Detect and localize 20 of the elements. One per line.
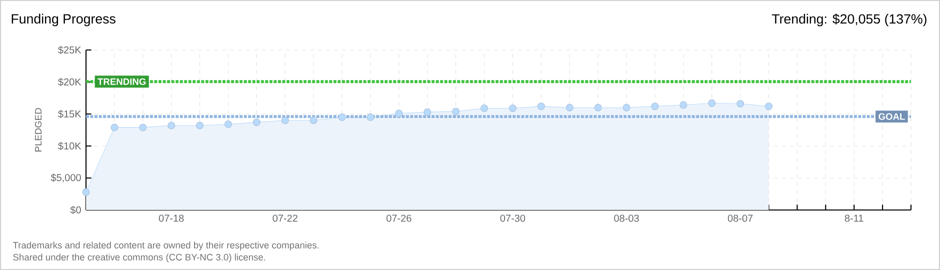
y-tick-label: $25K	[58, 46, 82, 54]
y-tick-label: $20K	[58, 78, 82, 86]
x-tick-label: 8-11	[844, 214, 864, 222]
x-tick-label: 07-30	[500, 214, 526, 222]
y-tick-label: $10K	[58, 142, 82, 150]
text: Shared under the creative commons (CC BY-NC 3.0) license.	[13, 254, 266, 262]
x-tick-label: 08-03	[614, 214, 639, 222]
y-axis-title: PLEDGED	[34, 108, 42, 152]
ref-line-label: TRENDING	[98, 78, 146, 85]
x-tick-label: 08-07	[728, 214, 753, 222]
x-tick-label: 07-18	[158, 214, 184, 222]
y-tick-label: $5,000	[50, 174, 81, 182]
x-tick-label: 07-22	[272, 214, 298, 222]
y-tick-label: $0	[70, 206, 81, 214]
ref-line-label: GOAL	[878, 113, 905, 120]
text: Trending: $20,055 (137%)	[772, 14, 926, 26]
text: Trademarks and related content are owned by their respective companies.	[12, 242, 319, 250]
x-tick-label: 07-26	[386, 214, 412, 222]
chart-title: Funding Progress	[12, 14, 116, 26]
y-tick-label: $15K	[58, 110, 82, 118]
